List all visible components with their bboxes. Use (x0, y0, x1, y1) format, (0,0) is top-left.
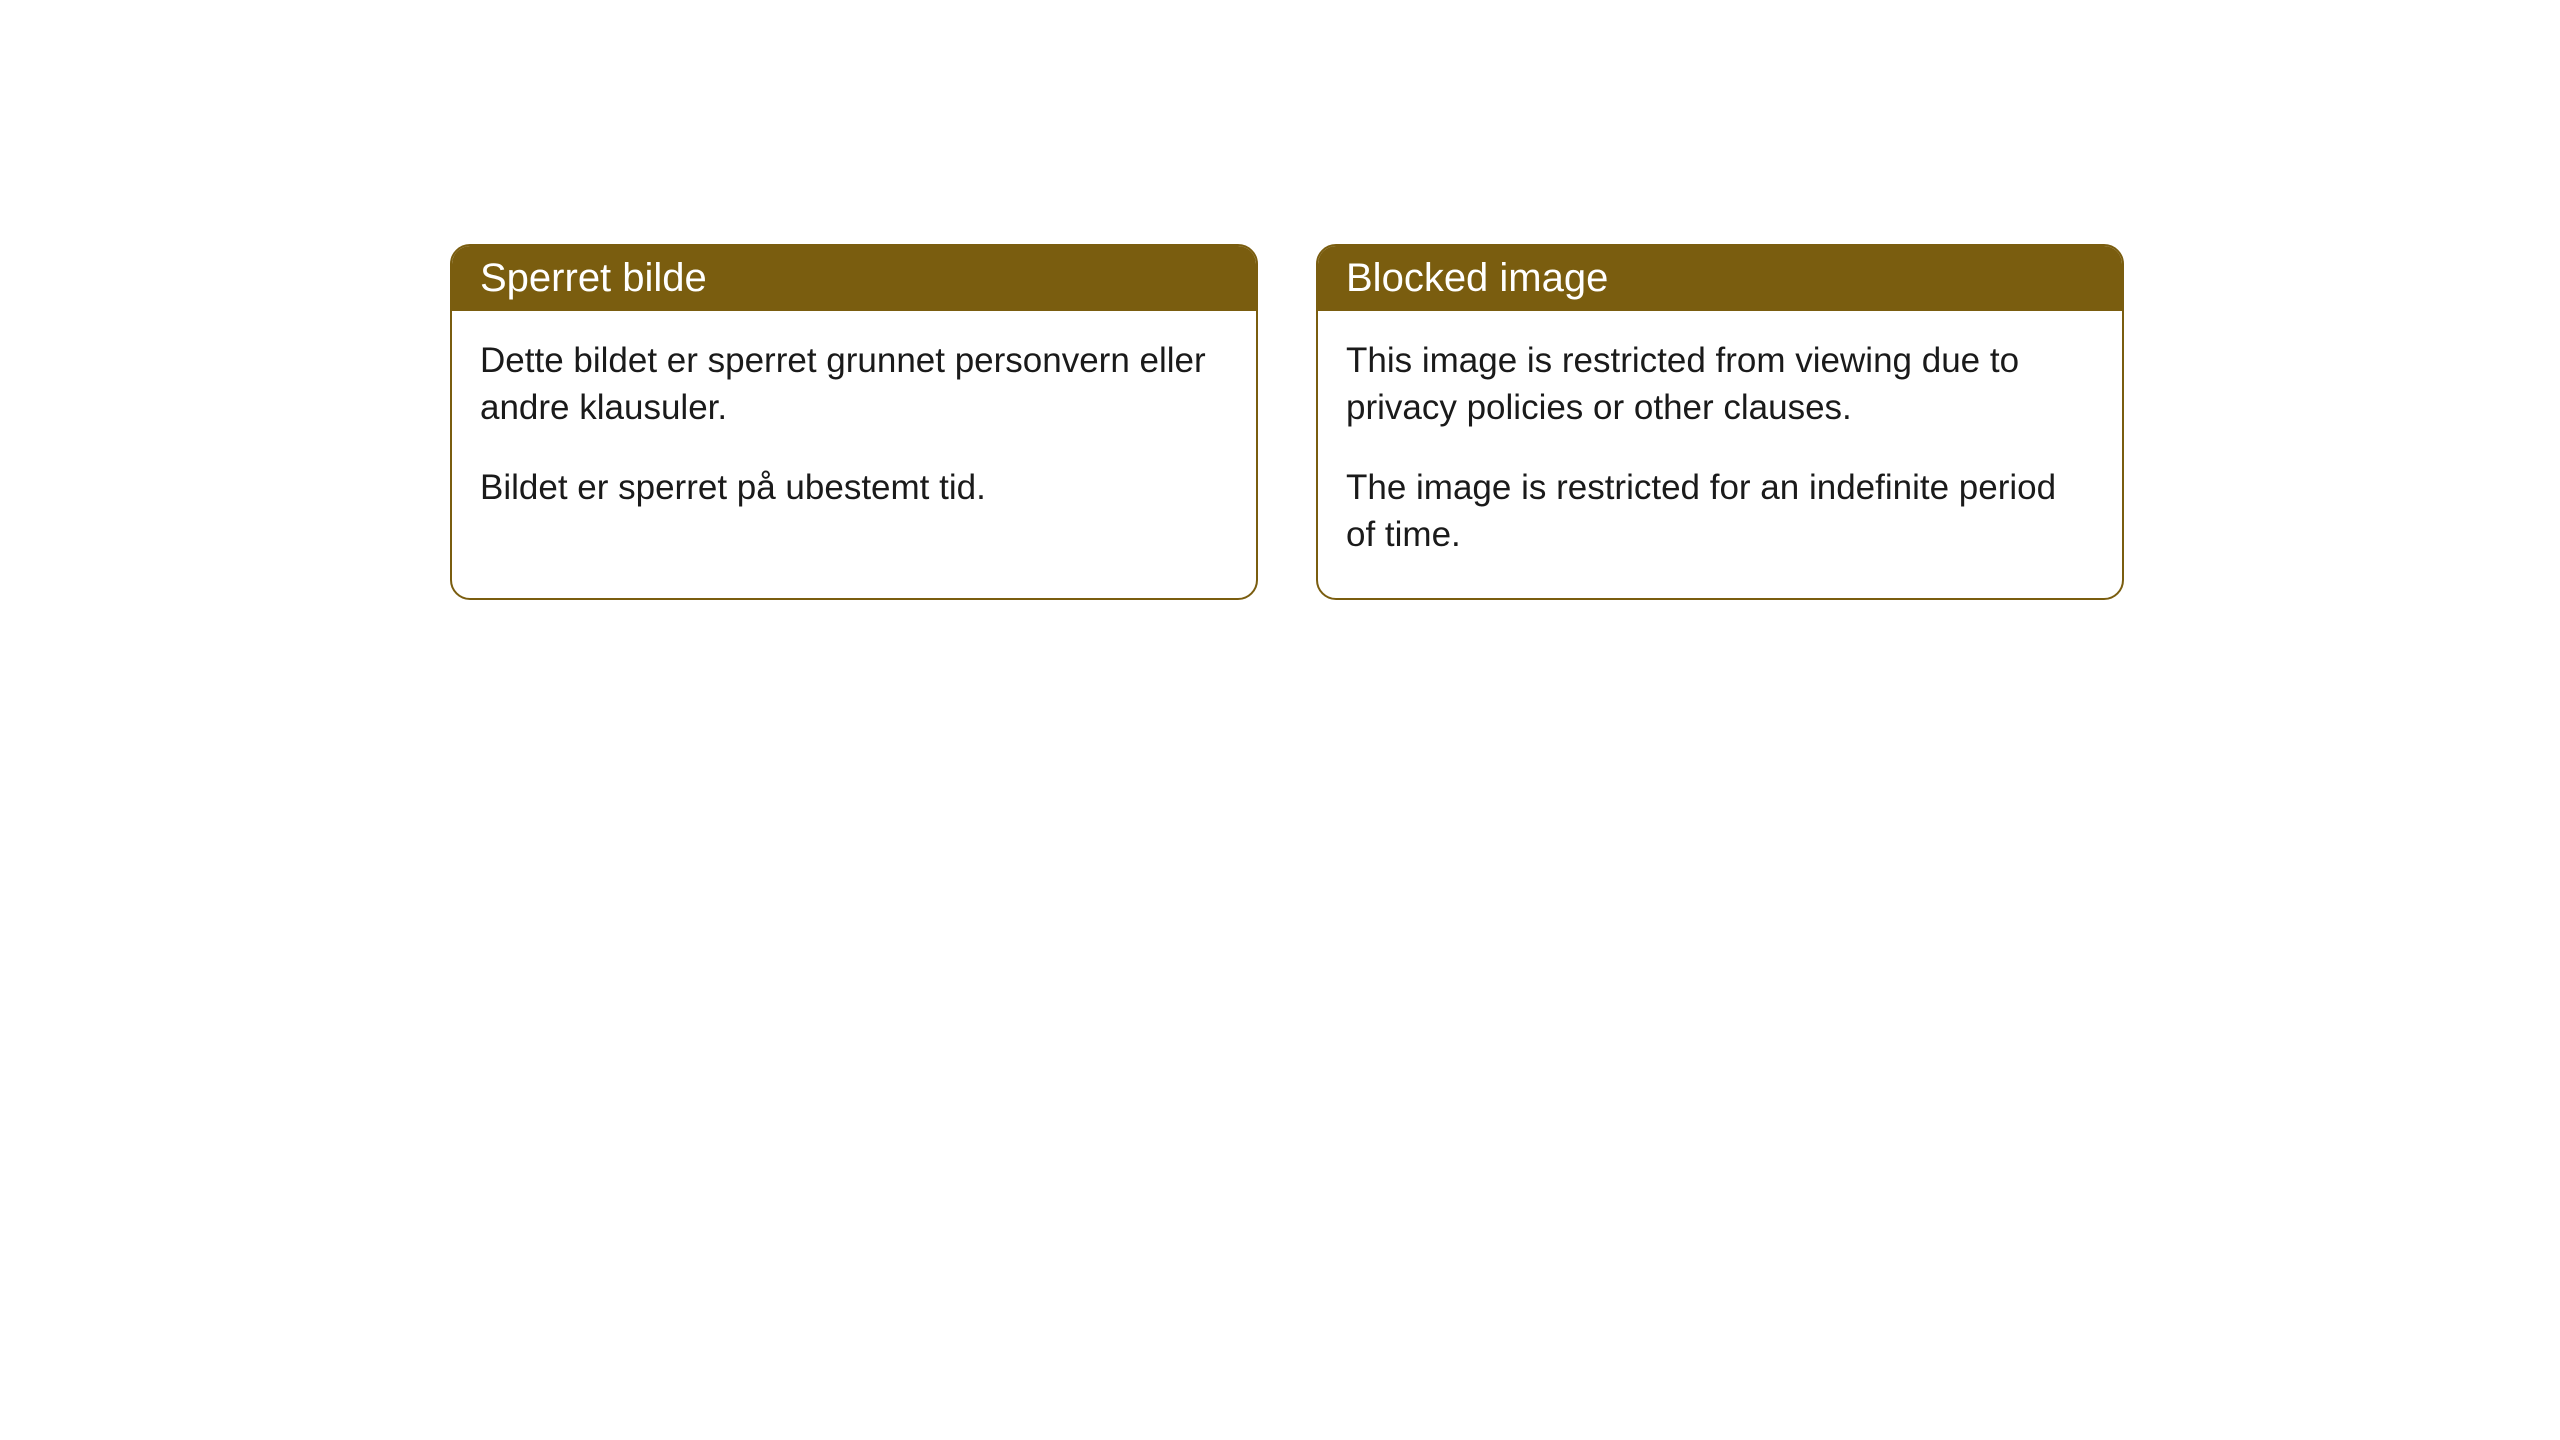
card-header-english: Blocked image (1318, 246, 2122, 311)
card-text-1: Dette bildet er sperret grunnet personve… (480, 337, 1228, 432)
card-header-norwegian: Sperret bilde (452, 246, 1256, 311)
cards-container: Sperret bilde Dette bildet er sperret gr… (450, 244, 2124, 600)
card-text-2: Bildet er sperret på ubestemt tid. (480, 464, 1228, 511)
card-english: Blocked image This image is restricted f… (1316, 244, 2124, 600)
card-text-1: This image is restricted from viewing du… (1346, 337, 2094, 432)
card-body-norwegian: Dette bildet er sperret grunnet personve… (452, 311, 1256, 551)
card-body-english: This image is restricted from viewing du… (1318, 311, 2122, 598)
card-text-2: The image is restricted for an indefinit… (1346, 464, 2094, 559)
card-norwegian: Sperret bilde Dette bildet er sperret gr… (450, 244, 1258, 600)
